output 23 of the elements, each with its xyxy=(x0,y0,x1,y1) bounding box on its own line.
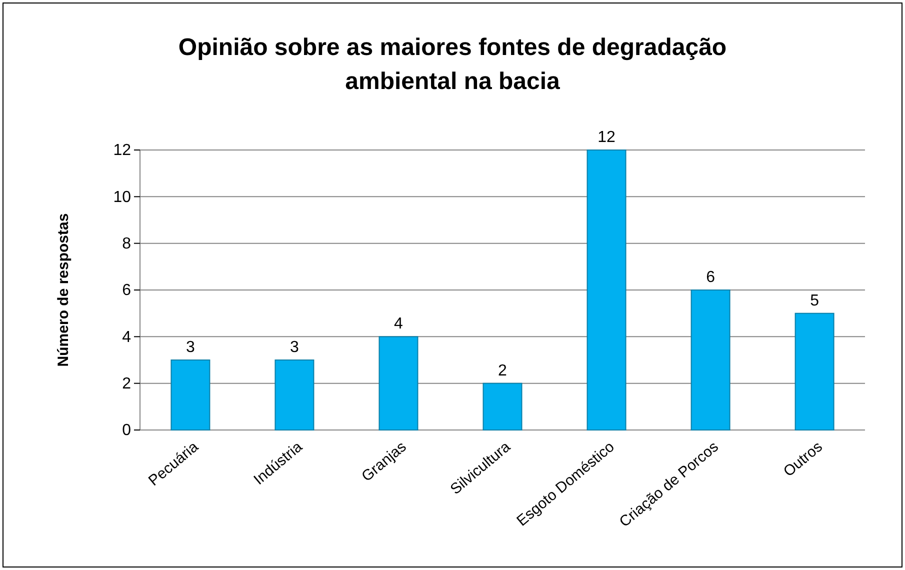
bar xyxy=(794,312,834,430)
y-axis-title: Número de respostas xyxy=(55,213,72,367)
data-label: 12 xyxy=(598,129,616,146)
y-tick-label: 0 xyxy=(122,422,132,440)
bar xyxy=(586,150,626,430)
data-label: 2 xyxy=(498,362,508,380)
bar xyxy=(482,382,522,430)
data-label: 4 xyxy=(394,316,404,333)
data-label: 3 xyxy=(290,339,300,356)
y-tick-label: 12 xyxy=(113,142,132,160)
y-tick-label: 2 xyxy=(122,375,132,392)
data-label: 5 xyxy=(810,292,820,310)
chart-title: Opinião sobre as maiores fontes de degradação ambiental na bacia xyxy=(178,34,727,95)
y-tick-label: 4 xyxy=(122,328,132,346)
data-label: 6 xyxy=(706,269,716,286)
data-label: 3 xyxy=(186,339,195,356)
bar xyxy=(378,336,418,430)
y-tick-label: 10 xyxy=(113,188,132,206)
bar xyxy=(690,290,730,430)
bar xyxy=(274,360,314,430)
y-tick-label: 8 xyxy=(122,235,132,252)
bar xyxy=(170,360,210,430)
y-tick-label: 6 xyxy=(122,282,132,300)
